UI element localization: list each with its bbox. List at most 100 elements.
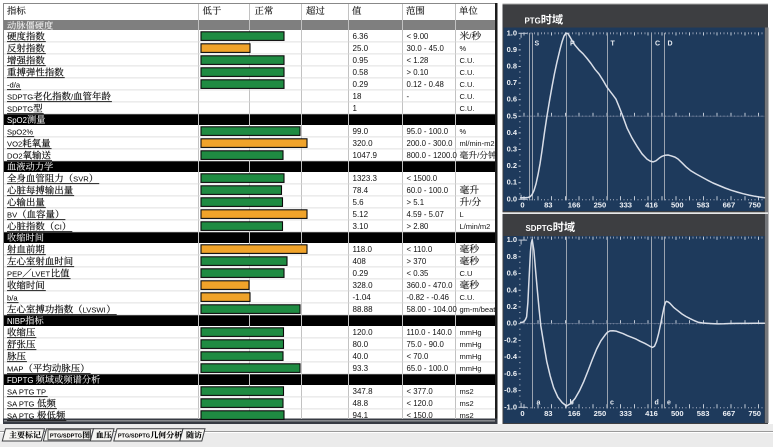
svg-text:166: 166 <box>568 409 581 418</box>
svg-text:99.0: 99.0 <box>353 127 369 136</box>
svg-text:500: 500 <box>671 201 684 210</box>
svg-text:T: T <box>611 41 616 48</box>
svg-text:-0.82 - -0.46: -0.82 - -0.46 <box>407 293 449 302</box>
svg-text:mmHg: mmHg <box>460 328 482 337</box>
svg-text:P: P <box>570 41 575 48</box>
svg-text:110.0 - 140.0: 110.0 - 140.0 <box>407 328 453 337</box>
svg-text:-1.0: -1.0 <box>504 402 517 411</box>
svg-text:SpO2%: SpO2% <box>7 128 33 137</box>
svg-text:5.12: 5.12 <box>353 210 369 219</box>
svg-text:0.29: 0.29 <box>353 269 369 278</box>
svg-text:/: / <box>469 32 472 41</box>
svg-text:ms2: ms2 <box>460 411 474 420</box>
svg-text:750: 750 <box>748 409 761 418</box>
svg-text:SA PTG TP: SA PTG TP <box>7 388 46 397</box>
svg-text:ms2: ms2 <box>460 387 474 396</box>
svg-text:0.29: 0.29 <box>353 80 369 89</box>
svg-text:PEP: PEP <box>7 270 22 279</box>
svg-text:416: 416 <box>645 409 658 418</box>
svg-text:83: 83 <box>544 201 552 210</box>
svg-text:0.8: 0.8 <box>507 62 517 71</box>
svg-text:40.0: 40.0 <box>353 352 369 361</box>
svg-text:0: 0 <box>520 201 524 210</box>
svg-text:D: D <box>668 41 673 48</box>
svg-text:0.12 - 0.48: 0.12 - 0.48 <box>407 80 444 89</box>
svg-text:ml/min-m2: ml/min-m2 <box>460 139 495 148</box>
svg-text:S: S <box>535 41 540 48</box>
svg-text:30.0 - 45.0: 30.0 - 45.0 <box>407 44 445 53</box>
svg-text:/: / <box>477 151 480 160</box>
svg-text:NIBP: NIBP <box>7 317 25 326</box>
svg-text:BV: BV <box>7 211 18 220</box>
svg-text:1.0: 1.0 <box>507 28 517 37</box>
svg-text:SA PTG: SA PTG <box>7 400 35 409</box>
svg-text:48.8: 48.8 <box>353 399 369 408</box>
svg-text:583: 583 <box>697 409 710 418</box>
svg-text:SpO2: SpO2 <box>7 116 27 125</box>
svg-text:360.0 - 470.0: 360.0 - 470.0 <box>407 281 454 290</box>
svg-text:SDPTG: SDPTG <box>526 224 553 233</box>
svg-text:< 120.0: < 120.0 <box>407 399 434 408</box>
svg-text:0.6: 0.6 <box>507 95 517 104</box>
svg-text:d: d <box>655 400 659 407</box>
svg-text:SVR: SVR <box>73 175 89 184</box>
svg-text:-0.2: -0.2 <box>504 335 517 344</box>
svg-text:-d/a: -d/a <box>7 81 21 90</box>
svg-text:1.0: 1.0 <box>507 235 517 244</box>
svg-text:/: / <box>71 93 74 102</box>
svg-text:mmHg: mmHg <box>460 364 482 373</box>
svg-text:SA PTG: SA PTG <box>7 412 35 421</box>
svg-text:< 9.00: < 9.00 <box>407 32 430 41</box>
svg-text:> 0.10: > 0.10 <box>407 68 430 77</box>
svg-text:ms2: ms2 <box>460 399 474 408</box>
svg-text:FDPTG: FDPTG <box>7 376 33 385</box>
svg-text:C.U.: C.U. <box>460 68 475 77</box>
svg-text:LVSWI: LVSWI <box>83 306 106 315</box>
svg-text:0.0: 0.0 <box>507 194 517 203</box>
svg-text:94.1: 94.1 <box>353 411 369 420</box>
svg-text:> 370: > 370 <box>407 257 427 266</box>
svg-text:200.0 - 300.0: 200.0 - 300.0 <box>407 139 454 148</box>
svg-text:166: 166 <box>568 201 581 210</box>
svg-text:PTG/SDPTG: PTG/SDPTG <box>50 434 82 440</box>
svg-text:250: 250 <box>594 201 607 210</box>
svg-text:0: 0 <box>520 409 524 418</box>
svg-text:0.5: 0.5 <box>507 111 517 120</box>
svg-text:MAP: MAP <box>7 365 23 374</box>
svg-text:65.0 - 100.0: 65.0 - 100.0 <box>407 364 449 373</box>
svg-text:75.0 - 90.0: 75.0 - 90.0 <box>407 340 445 349</box>
svg-text:583: 583 <box>697 201 710 210</box>
svg-text:gm-m/beat: gm-m/beat <box>460 305 497 314</box>
svg-text:-0.4: -0.4 <box>504 352 518 361</box>
svg-text:95.0 - 100.0: 95.0 - 100.0 <box>407 127 449 136</box>
svg-text:1: 1 <box>353 104 358 113</box>
svg-text:< 150.0: < 150.0 <box>407 411 434 420</box>
svg-text:C.U.: C.U. <box>460 293 475 302</box>
svg-text:118.0: 118.0 <box>353 245 373 254</box>
svg-text:1047.9: 1047.9 <box>353 151 378 160</box>
svg-text:< 0.35: < 0.35 <box>407 269 430 278</box>
svg-text:18: 18 <box>353 92 362 101</box>
svg-text:1323.3: 1323.3 <box>353 174 378 183</box>
svg-text:0.1: 0.1 <box>507 178 517 187</box>
svg-text:> 2.80: > 2.80 <box>407 222 430 231</box>
svg-text:-1.04: -1.04 <box>353 293 372 302</box>
svg-text:C.U: C.U <box>460 269 473 278</box>
svg-text:LVET: LVET <box>32 270 51 279</box>
svg-text:0.4: 0.4 <box>507 285 518 294</box>
svg-text:328.0: 328.0 <box>353 281 374 290</box>
svg-text:250: 250 <box>594 409 607 418</box>
svg-text:SDPTG: SDPTG <box>7 105 33 114</box>
svg-text:0.95: 0.95 <box>353 56 369 65</box>
svg-text:mmHg: mmHg <box>460 352 482 361</box>
svg-text:L: L <box>460 210 464 219</box>
svg-text:b/a: b/a <box>7 294 18 303</box>
svg-text:333: 333 <box>619 201 632 210</box>
svg-text:C.U.: C.U. <box>460 80 475 89</box>
svg-text:500: 500 <box>671 409 684 418</box>
svg-text:< 70.0: < 70.0 <box>407 352 430 361</box>
svg-text:e: e <box>667 400 671 407</box>
svg-text:< 1500.0: < 1500.0 <box>407 174 438 183</box>
svg-text:333: 333 <box>619 409 632 418</box>
svg-text:a: a <box>537 400 541 407</box>
